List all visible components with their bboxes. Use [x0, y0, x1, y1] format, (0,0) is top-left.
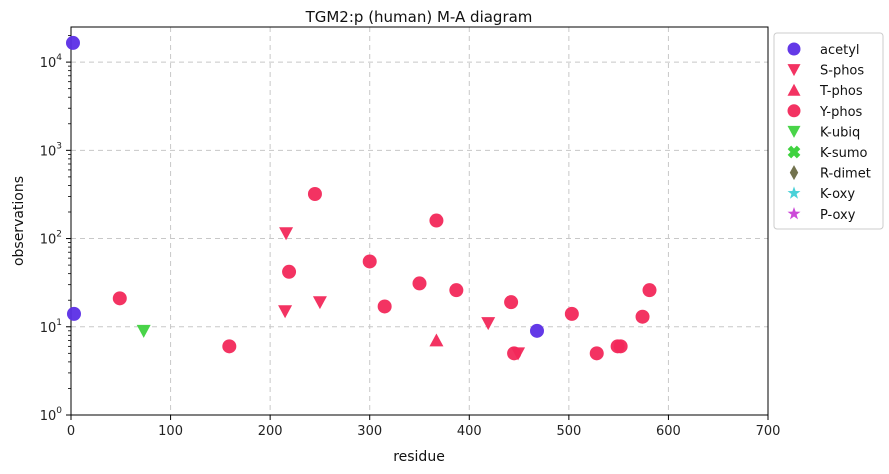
x-tick-label: 600 — [656, 424, 681, 439]
y-tick-label: 101 — [40, 318, 62, 336]
legend-marker-p-oxy — [787, 206, 801, 220]
legend-label-k-ubiq: K-ubiq — [820, 125, 860, 140]
point-y-phos — [589, 346, 604, 361]
x-tick-label: 200 — [258, 424, 283, 439]
point-y-phos — [613, 339, 628, 354]
point-acetyl — [65, 35, 80, 50]
legend-marker-s-phos — [787, 64, 801, 77]
legend-label-k-sumo: K-sumo — [820, 146, 868, 161]
point-y-phos — [449, 283, 464, 298]
legend-label-y-phos: Y-phos — [819, 105, 863, 120]
y-tick-label: 103 — [40, 141, 62, 159]
legend-marker-t-phos — [787, 83, 801, 96]
point-y-phos — [362, 254, 377, 269]
point-t-phos — [429, 333, 444, 347]
plot-frame — [70, 26, 769, 416]
legend-label-s-phos: S-phos — [820, 64, 864, 79]
legend-label-r-dimet: R-dimet — [820, 167, 871, 182]
point-y-phos — [635, 309, 650, 324]
legend-marker-k-oxy — [787, 186, 801, 199]
legend-label-t-phos: T-phos — [819, 84, 863, 99]
x-tick-label: 0 — [67, 424, 75, 439]
legend-box — [773, 32, 884, 230]
data-points — [65, 35, 657, 361]
legend-label-p-oxy: P-oxy — [820, 208, 856, 223]
point-y-phos — [377, 299, 392, 314]
point-y-phos — [282, 264, 297, 279]
legend: acetyl S-phos T-phos Y-phos K-ubiq K-sumo R-di… — [773, 32, 884, 230]
x-tick-label: 300 — [357, 424, 382, 439]
point-s-phos — [481, 317, 496, 331]
point-y-phos — [307, 186, 322, 201]
y-tick-label: 102 — [40, 230, 62, 248]
legend-marker-acetyl — [787, 42, 801, 56]
point-y-phos — [642, 283, 657, 298]
point-y-phos — [507, 346, 522, 361]
point-k-ubiq — [136, 324, 151, 338]
point-s-phos — [279, 227, 294, 241]
point-y-phos — [429, 213, 444, 228]
x-tick-label: 100 — [158, 424, 183, 439]
point-acetyl — [529, 323, 544, 338]
point-y-phos — [222, 339, 237, 354]
point-y-phos — [564, 306, 579, 321]
x-axis-label: residue — [393, 449, 445, 465]
legend-label-k-oxy: K-oxy — [820, 187, 855, 202]
legend-marker-k-ubiq — [787, 125, 801, 138]
point-y-phos — [504, 295, 519, 310]
x-tick-label: 500 — [556, 424, 581, 439]
chart-title: TGM2:p (human) M-A diagram — [305, 8, 533, 26]
legend-marker-y-phos — [787, 104, 801, 118]
legend-marker-k-sumo — [787, 145, 801, 159]
grid-lines — [71, 27, 768, 415]
x-tick-label: 700 — [756, 424, 781, 439]
axis-ticks: 0 100 200 300 400 500 600 700 100 101 102 103 104 — [40, 35, 781, 439]
point-s-phos — [278, 305, 293, 319]
point-s-phos — [312, 296, 327, 310]
point-y-phos — [112, 291, 127, 306]
y-axis-label: observations — [11, 176, 27, 266]
legend-label-acetyl: acetyl — [820, 43, 860, 58]
point-acetyl — [66, 306, 81, 321]
x-tick-label: 400 — [457, 424, 482, 439]
y-tick-label: 104 — [40, 53, 63, 71]
legend-marker-r-dimet — [789, 165, 799, 181]
y-tick-label: 100 — [40, 406, 63, 424]
point-y-phos — [412, 276, 427, 291]
